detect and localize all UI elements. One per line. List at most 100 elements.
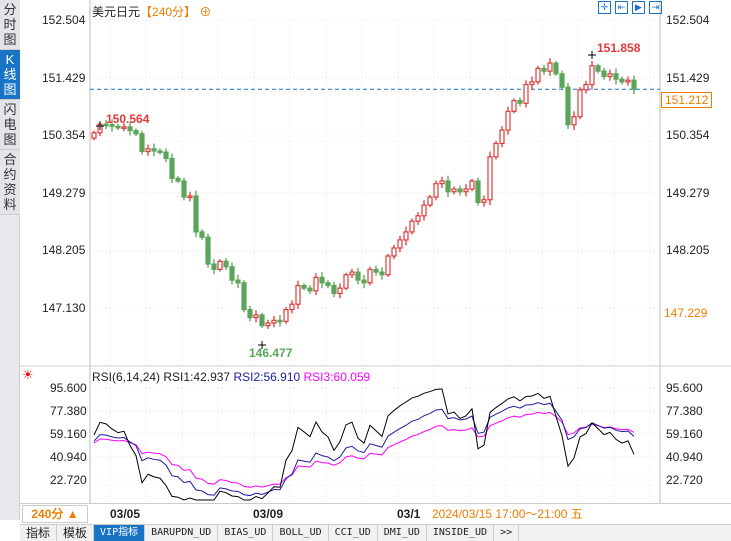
sidebar-tab[interactable]: 分时图: [0, 0, 20, 50]
price-tick-right: 150.354: [666, 128, 710, 143]
candle-up: [493, 142, 499, 158]
candle-up: [217, 260, 223, 271]
candle-up: [271, 319, 277, 324]
candle-up: [487, 156, 493, 201]
candle-down: [157, 150, 163, 154]
x-label: 03/09: [253, 507, 284, 521]
rsi-header: RSI(6,14,24) RSI1:42.937 RSI2:56.910 RSI…: [92, 370, 370, 384]
candle-down: [115, 125, 121, 129]
candle-down: [133, 130, 139, 135]
candle-down: [319, 276, 325, 284]
rsi3-value: RSI3:60.059: [303, 370, 371, 384]
candle-down: [181, 180, 187, 198]
candle-down: [355, 271, 361, 281]
candle-down: [211, 263, 217, 271]
sidebar-tab[interactable]: 合约资料: [0, 150, 20, 215]
candle-up: [535, 67, 541, 83]
candle-up: [403, 231, 409, 241]
candle-up: [385, 255, 391, 276]
candle-up: [265, 322, 271, 327]
candle-up: [625, 79, 631, 83]
candle-down: [361, 279, 367, 284]
period-button[interactable]: 240分 ▲: [22, 505, 88, 523]
indicator-tab[interactable]: INSIDE_UD: [427, 525, 495, 541]
rsi-label: RSI(6,14,24): [92, 370, 161, 384]
candle-down: [553, 62, 559, 75]
candle-up: [577, 89, 583, 118]
candle-down: [241, 282, 247, 311]
candle-down: [247, 309, 253, 319]
play-forward-icon[interactable]: ▶: [632, 1, 645, 14]
indicator-tab[interactable]: 指标: [20, 525, 58, 541]
price-tick-left: 152.504: [42, 13, 86, 27]
price-tick-right: 152.504: [666, 13, 710, 27]
indicator-tab[interactable]: 模板: [57, 525, 95, 541]
rsi1-value: RSI1:42.937: [163, 370, 231, 384]
candle-up: [349, 271, 355, 276]
candle-down: [457, 188, 463, 193]
high-annotation-2: 151.858: [597, 41, 641, 55]
candle-down: [373, 268, 379, 273]
candle-up: [253, 314, 259, 319]
indicator-tab[interactable]: >>: [494, 525, 520, 541]
indicator-tab[interactable]: DMI_UD: [378, 525, 427, 541]
candle-down: [127, 126, 133, 132]
candle-up: [607, 73, 613, 78]
candle-down: [565, 86, 571, 126]
indicator-tab[interactable]: BOLL_UD: [273, 525, 329, 541]
cursor-time-label: 2024/03/15 17:00～21:00 五: [430, 505, 585, 522]
price-tick-left: 150.354: [42, 128, 86, 143]
candle-up: [439, 180, 445, 185]
rsi-tick-left: 40.940: [50, 450, 87, 464]
sidebar: 分时图 K线图 闪电图 合约资料: [0, 0, 20, 520]
crosshair-icon[interactable]: ✛: [598, 1, 611, 14]
rsi-line-24: [93, 411, 635, 488]
candle-up: [121, 126, 127, 129]
move-to-end-icon[interactable]: ⇥: [649, 1, 662, 14]
price-tick-right: 148.205: [666, 243, 710, 258]
rsi2-value: RSI2:56.910: [233, 370, 301, 384]
indicator-tab[interactable]: BIAS_UD: [218, 525, 274, 541]
period-label: 【240分】: [140, 5, 197, 19]
zoom-range-icon[interactable]: ⇤: [615, 1, 628, 14]
candle-up: [295, 284, 301, 305]
candle-up: [145, 148, 151, 153]
rsi-tick-right: 22.720: [666, 473, 703, 487]
candle-down: [559, 73, 565, 88]
sidebar-tab[interactable]: 闪电图: [0, 100, 20, 150]
candle-down: [631, 79, 637, 90]
candle-down: [517, 100, 523, 104]
candle-down: [199, 231, 205, 238]
plus-circle-icon[interactable]: ⊕: [199, 5, 212, 19]
candle-down: [235, 279, 241, 284]
candle-down: [595, 65, 601, 72]
candle-up: [451, 188, 457, 193]
candle-down: [325, 282, 331, 287]
rsi-tick-left: 22.720: [50, 473, 87, 487]
candle-down: [613, 73, 619, 80]
rsi-line-14: [93, 402, 635, 497]
candle-down: [331, 284, 337, 295]
candle-down: [229, 266, 235, 281]
price-tick-right: 149.279: [666, 185, 710, 200]
price-tick-left: 148.205: [42, 243, 86, 258]
candle-up: [409, 220, 415, 233]
settings-sun-icon[interactable]: ☀: [22, 367, 34, 382]
indicator-tab[interactable]: CCI_UD: [329, 525, 378, 541]
indicator-tab[interactable]: BARUPDN_UD: [145, 525, 219, 541]
candle-up: [547, 62, 553, 72]
sidebar-tab[interactable]: K线图: [0, 50, 20, 100]
candle-up: [397, 239, 403, 249]
candle-up: [337, 287, 343, 295]
x-label: 03/1: [397, 507, 421, 521]
candle-up: [463, 188, 469, 193]
candle-down: [169, 157, 175, 179]
candle-down: [103, 123, 109, 127]
candle-up: [499, 129, 505, 145]
extreme-marker: [588, 51, 596, 59]
indicator-tab[interactable]: VIP指标: [94, 525, 146, 541]
price-tick-left: 151.429: [42, 70, 86, 85]
candle-up: [427, 196, 433, 206]
candle-down: [301, 284, 307, 289]
